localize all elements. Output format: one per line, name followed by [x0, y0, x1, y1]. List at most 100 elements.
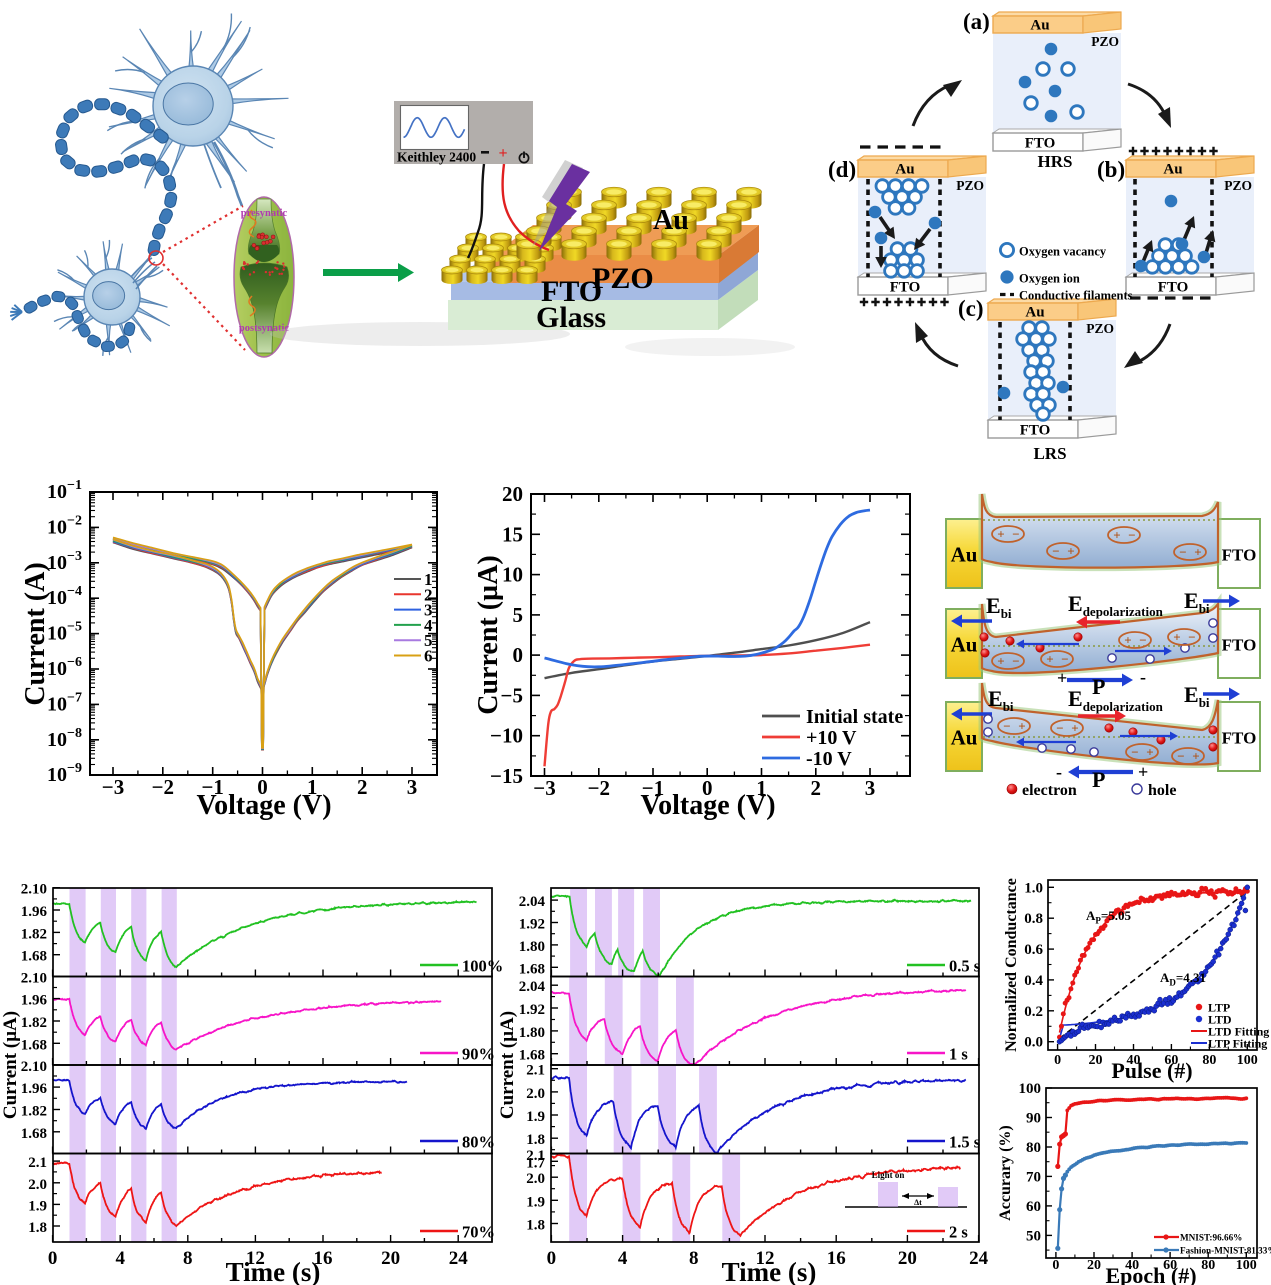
svg-text:0.2: 0.2 [1024, 1004, 1043, 1020]
svg-text:0.6: 0.6 [1024, 942, 1043, 958]
svg-text:0.4: 0.4 [1024, 973, 1043, 989]
svg-text:100: 100 [1237, 1053, 1258, 1068]
svg-text:1.8: 1.8 [526, 1132, 545, 1148]
svg-text:Au: Au [1163, 162, 1182, 178]
svg-text:60: 60 [1164, 1053, 1178, 1068]
svg-text:4: 4 [618, 1248, 628, 1269]
svg-text:−1: −1 [201, 775, 223, 799]
svg-text:Oxygen vacancy: Oxygen vacancy [1019, 245, 1107, 259]
svg-text:Conductive filaments: Conductive filaments [1019, 289, 1133, 303]
svg-text:0: 0 [547, 1248, 557, 1269]
svg-text:Initial state: Initial state [806, 706, 903, 728]
svg-text:+: + [997, 527, 1004, 542]
svg-text:3: 3 [865, 776, 876, 800]
svg-text:1.68: 1.68 [519, 961, 545, 977]
svg-text:Current (µA): Current (µA) [0, 1011, 21, 1119]
svg-text:−10: −10 [490, 724, 523, 748]
svg-text:−3: −3 [533, 776, 555, 800]
svg-text:10−5: 10−5 [47, 620, 82, 645]
svg-text:8: 8 [689, 1248, 699, 1269]
svg-text:−1: −1 [642, 776, 664, 800]
svg-text:PZO: PZO [1086, 321, 1114, 336]
svg-text:2: 2 [357, 775, 368, 799]
svg-text:10−2: 10−2 [47, 513, 82, 538]
svg-text:1.68: 1.68 [21, 949, 47, 965]
svg-text:P: P [1092, 674, 1105, 699]
svg-text:+: + [1194, 545, 1201, 560]
svg-text:1: 1 [756, 776, 767, 800]
svg-text:−15: −15 [490, 764, 523, 788]
svg-text:0.8: 0.8 [1024, 911, 1043, 927]
svg-text:−: − [1056, 721, 1063, 736]
svg-text:Time (s): Time (s) [226, 1257, 321, 1285]
svg-text:100: 100 [1236, 1258, 1257, 1273]
svg-text:Ebi: Ebi [986, 593, 1012, 621]
svg-text:Normalized Conductance: Normalized Conductance [1003, 878, 1020, 1052]
svg-text:5: 5 [424, 631, 433, 650]
svg-text:−2: −2 [152, 775, 174, 799]
svg-text:LTP: LTP [1208, 1001, 1230, 1015]
svg-text:FTO: FTO [1025, 136, 1056, 152]
svg-text:Δt: Δt [914, 1198, 922, 1207]
svg-text:−: − [1052, 544, 1059, 559]
svg-text:(b): (b) [1097, 157, 1125, 182]
svg-text:20: 20 [1087, 1258, 1101, 1273]
svg-text:2.1: 2.1 [526, 1063, 545, 1079]
svg-text:postsynatic: postsynatic [239, 323, 290, 334]
svg-text:70: 70 [1026, 1169, 1041, 1185]
svg-text:0: 0 [702, 776, 713, 800]
svg-text:20: 20 [381, 1248, 400, 1269]
svg-text:80: 80 [1201, 1258, 1215, 1273]
svg-text:50: 50 [1026, 1228, 1041, 1244]
svg-text:1.0: 1.0 [1024, 880, 1043, 896]
svg-text:FTO: FTO [541, 275, 602, 308]
svg-text:Au: Au [1030, 18, 1049, 34]
svg-text:70%: 70% [462, 1223, 495, 1242]
svg-text:10−6: 10−6 [47, 655, 82, 680]
svg-text:Glass: Glass [536, 301, 606, 334]
svg-text:+: + [1071, 721, 1078, 736]
svg-text:2 s: 2 s [949, 1223, 968, 1242]
svg-text:LRS: LRS [1033, 444, 1066, 463]
svg-text:Accurary (%): Accurary (%) [997, 1125, 1014, 1221]
svg-text:Pulse (#): Pulse (#) [1111, 1058, 1192, 1083]
svg-text:1.96: 1.96 [21, 993, 48, 1009]
svg-text:−: − [1131, 745, 1138, 760]
svg-text:1.8: 1.8 [526, 1218, 545, 1234]
svg-text:-: - [1140, 667, 1146, 687]
svg-text:Au: Au [951, 726, 978, 750]
svg-text:2.1: 2.1 [28, 1155, 47, 1171]
svg-text:LTD Fitting: LTD Fitting [1208, 1025, 1269, 1039]
svg-text:−3: −3 [102, 775, 124, 799]
svg-text:FTO: FTO [1158, 280, 1189, 296]
svg-text:2: 2 [424, 585, 433, 604]
svg-text:+: + [1192, 749, 1199, 764]
svg-text:+: + [1018, 719, 1025, 734]
svg-text:Edepolarization: Edepolarization [1068, 686, 1164, 714]
svg-text:+10 V: +10 V [806, 727, 857, 749]
svg-text:PZO: PZO [1091, 34, 1119, 49]
svg-text:40: 40 [1125, 1258, 1139, 1273]
svg-text:10−7: 10−7 [47, 690, 82, 715]
svg-text:12: 12 [246, 1248, 265, 1269]
svg-text:0.5 s: 0.5 s [949, 957, 981, 976]
svg-text:Au: Au [653, 205, 689, 236]
svg-text:Current (A): Current (A) [20, 562, 51, 705]
svg-text:Edepolarization: Edepolarization [1068, 591, 1164, 619]
svg-text:8: 8 [183, 1248, 193, 1269]
svg-text:10−1: 10−1 [47, 478, 82, 503]
svg-text:(a): (a) [963, 9, 990, 34]
svg-text:1.96: 1.96 [21, 1081, 48, 1097]
svg-text:2.0: 2.0 [28, 1177, 47, 1193]
svg-text:1.82: 1.82 [21, 1104, 47, 1120]
svg-text:LTD: LTD [1208, 1013, 1232, 1027]
svg-text:1.68: 1.68 [519, 1048, 545, 1064]
svg-text:10−3: 10−3 [47, 549, 82, 574]
svg-text:0: 0 [257, 775, 268, 799]
svg-text:FTO: FTO [1222, 546, 1257, 565]
svg-text:0: 0 [1052, 1258, 1059, 1273]
svg-text:1.7: 1.7 [526, 1155, 545, 1171]
svg-text:1.9: 1.9 [526, 1194, 545, 1210]
svg-text:+: + [1173, 630, 1180, 645]
svg-text:10−9: 10−9 [47, 761, 82, 786]
